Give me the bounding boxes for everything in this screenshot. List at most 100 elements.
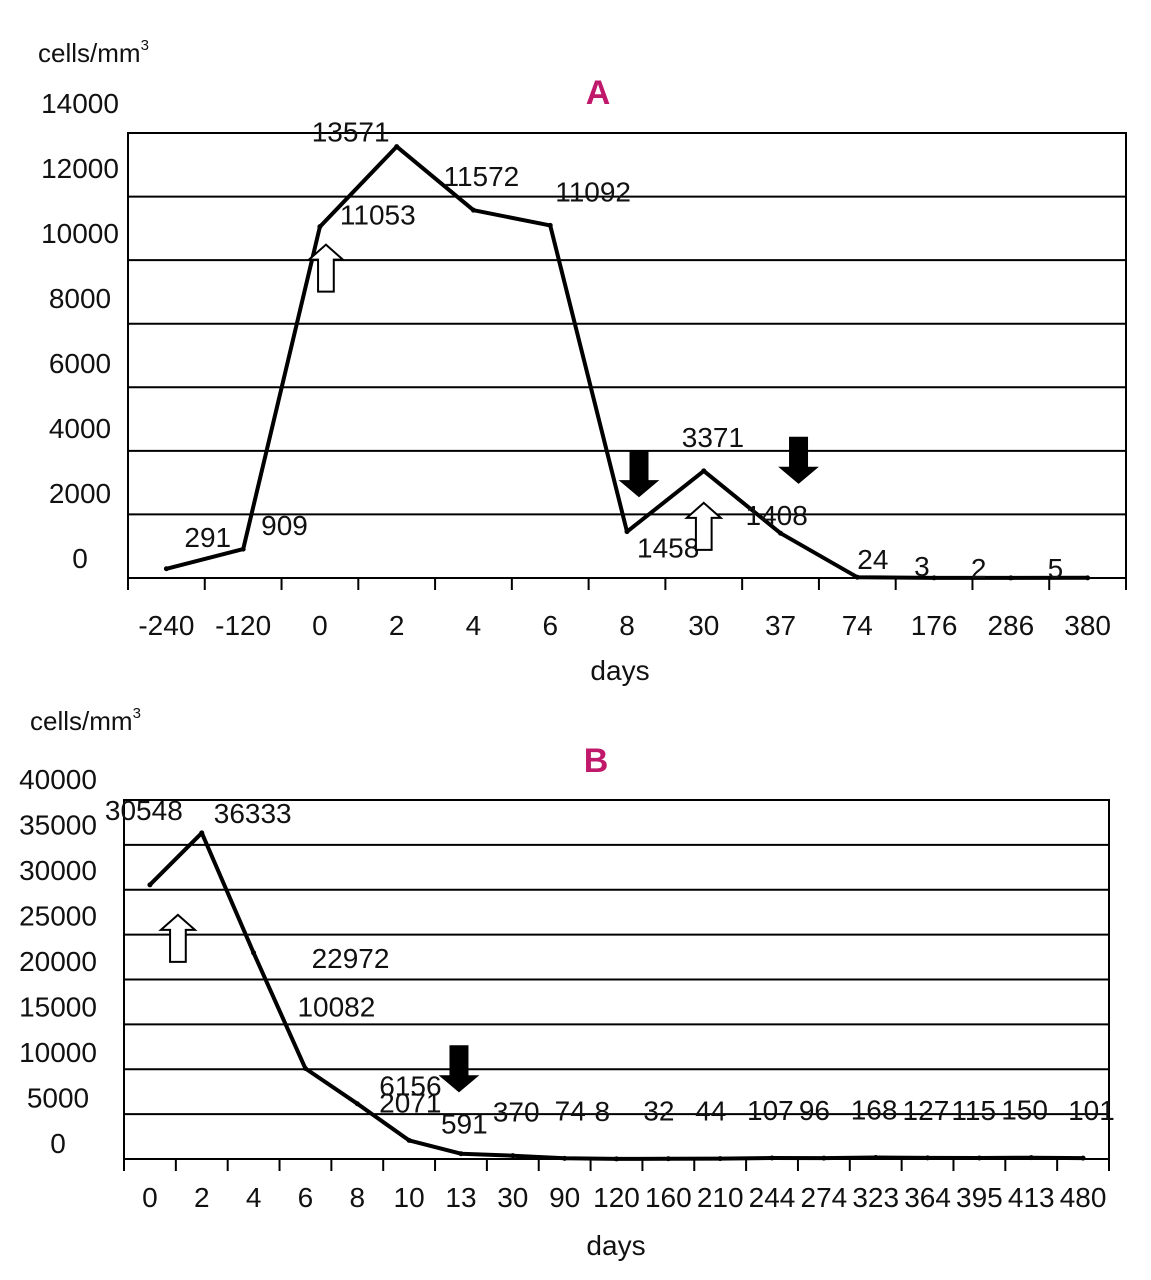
a-data-point: [701, 468, 707, 474]
b-x-tick-label: 323: [852, 1182, 899, 1213]
a-y-tick-label: 8000: [49, 283, 111, 314]
b-y-tick-label: 30000: [19, 855, 97, 886]
b-data-point: [976, 1155, 982, 1161]
b-data-label: 370: [493, 1097, 540, 1128]
a-x-tick-label: 286: [987, 610, 1034, 641]
b-data-label: 36333: [214, 798, 292, 829]
b-data-label: 30548: [105, 795, 183, 826]
b-data-point: [769, 1155, 775, 1161]
a-data-point: [931, 575, 937, 581]
panel-b-y-unit: cells/mm3: [30, 705, 141, 736]
a-data-point: [1085, 575, 1091, 581]
b-x-tick-label: 244: [749, 1182, 796, 1213]
b-data-label: 96: [799, 1095, 830, 1126]
panel-b-x-tick-labels: 0 2 4 6 8 10 13 30 90 120 160 210 244 274 323 364 395 413…: [123, 1159, 1110, 1213]
a-data-point: [778, 530, 784, 536]
b-y-tick-label: 0: [50, 1128, 66, 1159]
a-x-tick-label: 4: [466, 610, 482, 641]
b-data-point: [199, 830, 205, 836]
a-y-tick-label: 2000: [49, 478, 111, 509]
b-data-point: [354, 1101, 360, 1107]
a-data-label: 11092: [555, 176, 631, 207]
b-data-point: [147, 882, 153, 888]
b-data-point: [925, 1155, 931, 1161]
panel-a-y-tick-labels: 14000 12000 10000 8000 6000 4000 2000 0: [41, 88, 119, 574]
a-x-tick-label: 2: [389, 610, 405, 641]
b-data-label: 2071: [379, 1087, 441, 1118]
b-data-label: 168: [851, 1094, 898, 1125]
b-y-tick-label: 10000: [19, 1037, 97, 1068]
b-data-label: 32: [643, 1096, 674, 1127]
a-x-tick-label: 176: [911, 610, 958, 641]
b-data-point: [251, 950, 257, 956]
a-data-label: 11053: [340, 200, 416, 231]
b-data-label: 10082: [297, 992, 375, 1023]
panel-a-data-labels: 291 909 11053 13571 11572 11092 1458 3371 1408 24…: [184, 117, 1063, 584]
b-data-label: 22972: [312, 943, 390, 974]
a-arrow-up-icon: [684, 501, 724, 551]
a-data-label: 5: [1048, 553, 1064, 584]
b-data-point: [873, 1154, 879, 1160]
b-data-point: [458, 1151, 464, 1157]
b-y-tick-label: 35000: [19, 810, 97, 841]
panel-a-x-tick-labels: -240 -120 0 2 4 6 8 30 37 74 176 286 380: [127, 578, 1127, 641]
b-data-label: 6156: [379, 1071, 441, 1102]
panel-a-title: A: [586, 74, 611, 112]
b-arrow-up-icon: [158, 913, 198, 963]
a-data-point: [624, 529, 630, 535]
b-data-label: 127: [903, 1095, 950, 1126]
panel-a-y-unit: cells/mm3: [38, 37, 149, 68]
b-data-point: [406, 1137, 412, 1143]
b-x-tick-label: 160: [645, 1182, 692, 1213]
b-x-tick-label: 0: [142, 1182, 158, 1213]
b-x-tick-label: 274: [801, 1182, 848, 1213]
a-data-point: [854, 574, 860, 580]
b-data-label: 115: [951, 1095, 996, 1126]
b-x-tick-label: 8: [350, 1182, 366, 1213]
panel-b-x-title: days: [586, 1230, 645, 1261]
a-data-point: [1008, 575, 1014, 581]
b-data-label: 150: [1001, 1095, 1048, 1126]
a-x-tick-label: 8: [619, 610, 635, 641]
a-data-point: [317, 224, 323, 230]
b-y-tick-label: 40000: [19, 764, 97, 795]
panel-a-x-title: days: [590, 655, 649, 686]
a-y-tick-label: 6000: [49, 348, 111, 379]
a-arrow-down-icon: [778, 436, 819, 484]
panel-b-title: B: [584, 742, 609, 780]
b-data-point: [614, 1156, 619, 1162]
a-arrow-down-icon: [618, 450, 660, 498]
a-data-point: [240, 546, 246, 552]
a-data-label: 13571: [312, 117, 390, 148]
b-x-tick-label: 120: [593, 1182, 640, 1213]
b-data-label: 74: [555, 1095, 586, 1126]
b-x-tick-label: 210: [697, 1182, 744, 1213]
b-x-tick-label: 10: [394, 1182, 425, 1213]
b-x-tick-label: 395: [956, 1182, 1003, 1213]
a-x-tick-label: 6: [542, 610, 558, 641]
a-x-tick-label: 74: [842, 610, 873, 641]
b-data-label: 44: [695, 1096, 726, 1127]
a-x-tick-label: 380: [1064, 610, 1111, 641]
b-data-point: [665, 1156, 671, 1162]
panel-b-y-tick-labels: 40000 35000 30000 25000 20000 15000 10000 5000 0: [19, 764, 97, 1159]
b-x-tick-label: 364: [904, 1182, 951, 1213]
b-x-tick-label: 30: [497, 1182, 528, 1213]
b-data-point: [302, 1066, 308, 1072]
b-y-tick-label: 20000: [19, 946, 97, 977]
b-arrow-down-icon: [438, 1045, 480, 1093]
b-data-label: 8: [595, 1096, 611, 1127]
panel-b-gridlines: [124, 843, 1109, 1116]
a-x-tick-label: 0: [312, 610, 328, 641]
a-data-point: [470, 207, 476, 213]
a-data-label: 24: [857, 544, 888, 575]
a-y-tick-label: 10000: [41, 218, 119, 249]
a-x-tick-label: 37: [765, 610, 796, 641]
a-data-label: 291: [184, 522, 231, 553]
b-x-tick-label: 6: [298, 1182, 314, 1213]
b-data-point: [1080, 1155, 1086, 1161]
b-data-label: 591: [441, 1109, 488, 1140]
a-x-tick-label: -120: [215, 610, 271, 641]
b-y-tick-label: 15000: [19, 992, 97, 1023]
